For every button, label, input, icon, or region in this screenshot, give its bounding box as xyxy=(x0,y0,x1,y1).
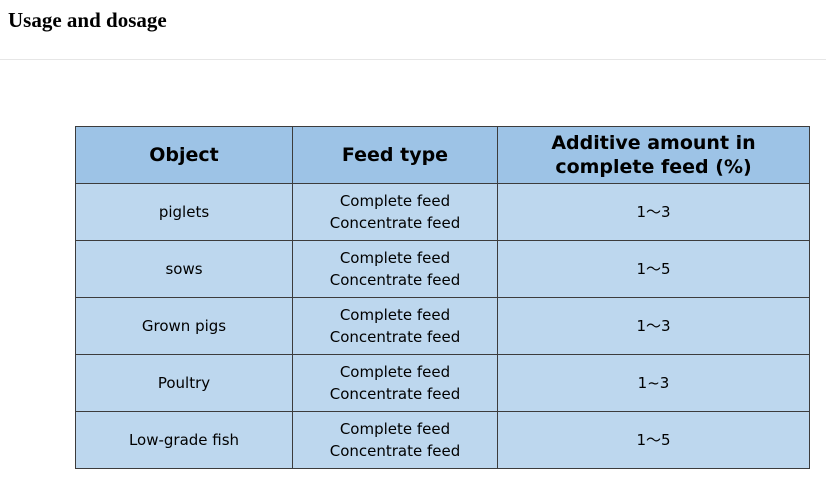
cell-additive-amount: 1～3 xyxy=(497,297,810,355)
feed-type-line: Concentrate feed xyxy=(329,214,461,232)
divider xyxy=(0,59,826,60)
column-header-object: Object xyxy=(75,126,293,184)
cell-additive-amount: 1～3 xyxy=(497,183,810,241)
table-row: Low-grade fish Complete feed Concentrate… xyxy=(75,411,810,469)
cell-object: Grown pigs xyxy=(75,297,293,355)
cell-feed-type: Complete feed Concentrate feed xyxy=(292,183,498,241)
feed-type-line: Concentrate feed xyxy=(329,442,461,460)
table-row: sows Complete feed Concentrate feed 1～5 xyxy=(75,240,810,298)
table-row: Poultry Complete feed Concentrate feed 1… xyxy=(75,354,810,412)
cell-object: piglets xyxy=(75,183,293,241)
cell-feed-type: Complete feed Concentrate feed xyxy=(292,411,498,469)
cell-object: sows xyxy=(75,240,293,298)
feed-type-line: Concentrate feed xyxy=(329,271,461,289)
cell-additive-amount: 1～5 xyxy=(497,240,810,298)
cell-additive-amount: 1～5 xyxy=(497,411,810,469)
feed-type-line: Complete feed xyxy=(339,249,451,267)
feed-type-line: Complete feed xyxy=(339,363,451,381)
column-header-additive-amount: Additive amount in complete feed (%) xyxy=(497,126,810,184)
cell-object: Poultry xyxy=(75,354,293,412)
cell-feed-type: Complete feed Concentrate feed xyxy=(292,354,498,412)
table-row: Grown pigs Complete feed Concentrate fee… xyxy=(75,297,810,355)
feed-type-line: Complete feed xyxy=(339,420,451,438)
cell-object: Low-grade fish xyxy=(75,411,293,469)
cell-feed-type: Complete feed Concentrate feed xyxy=(292,240,498,298)
cell-additive-amount: 1~3 xyxy=(497,354,810,412)
dosage-table: Object Feed type Additive amount in comp… xyxy=(75,126,810,469)
page-title: Usage and dosage xyxy=(8,8,167,32)
table-row: piglets Complete feed Concentrate feed 1… xyxy=(75,183,810,241)
feed-type-line: Concentrate feed xyxy=(329,328,461,346)
feed-type-line: Concentrate feed xyxy=(329,385,461,403)
cell-feed-type: Complete feed Concentrate feed xyxy=(292,297,498,355)
feed-type-line: Complete feed xyxy=(339,306,451,324)
column-header-feed-type: Feed type xyxy=(292,126,498,184)
feed-type-line: Complete feed xyxy=(339,192,451,210)
table-header-row: Object Feed type Additive amount in comp… xyxy=(75,126,810,184)
